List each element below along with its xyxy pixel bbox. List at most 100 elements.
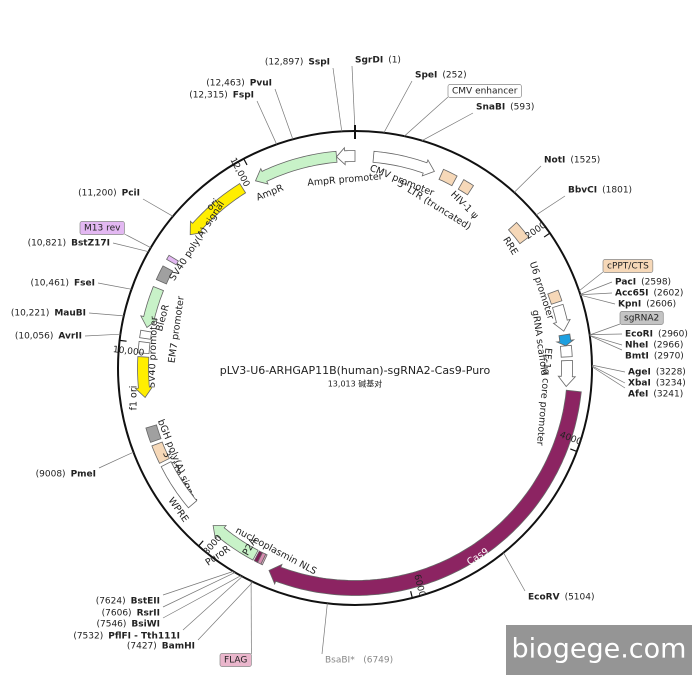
leader-line <box>124 233 151 249</box>
feature-shape <box>335 146 356 166</box>
leader-line <box>580 294 616 305</box>
leader-line <box>98 451 134 469</box>
enzyme-name: Acc65I <box>615 289 649 299</box>
enzyme-position: (7624) <box>96 597 126 607</box>
enzyme-position: (6749) <box>363 656 393 666</box>
enzyme-position: (2966) <box>653 341 683 351</box>
enzyme-position: (7606) <box>102 609 132 619</box>
leader-line <box>580 292 613 296</box>
enzyme-name: EcoRI <box>625 330 653 340</box>
enzyme-name: AfeI <box>628 390 648 400</box>
leader-line <box>580 281 613 295</box>
leader-line <box>97 282 132 290</box>
enzyme-name: MauBI <box>54 309 86 319</box>
enzyme-name: BsaBI* <box>325 656 355 666</box>
feature-shape <box>139 329 153 340</box>
feature-label: f1 ori <box>129 386 140 411</box>
leader-line <box>256 100 277 145</box>
enzyme-name: SnaBI <box>476 103 505 113</box>
leader-line <box>142 198 174 217</box>
enzyme-position: (252) <box>442 71 466 81</box>
enzyme-name: BstEII <box>131 597 160 607</box>
enzyme-position: (10,221) <box>11 309 50 319</box>
leader-line <box>503 552 526 592</box>
leader-line <box>513 165 542 193</box>
enzyme-position: (7427) <box>127 642 157 652</box>
enzyme-name: SpeI <box>415 71 437 81</box>
enzyme-position: (2606) <box>646 300 676 310</box>
enzyme-position: (12,315) <box>189 91 228 101</box>
feature-shape <box>268 389 582 596</box>
enzyme-position: (9008) <box>36 470 66 480</box>
enzyme-name: PciI <box>122 189 140 199</box>
leader-line <box>591 366 626 389</box>
enzyme-position: (2960) <box>658 330 688 340</box>
label-box <box>619 311 664 325</box>
enzyme-position: (3241) <box>653 390 683 400</box>
feature-shape <box>254 150 338 185</box>
leader-line <box>535 195 566 216</box>
enzyme-name: BsiWI <box>131 620 160 630</box>
leader-line <box>383 80 413 133</box>
enzyme-position: (1801) <box>602 186 632 196</box>
enzyme-name: PvuI <box>250 79 272 89</box>
scale-label: 2000 <box>524 220 549 241</box>
enzyme-position: (1) <box>388 56 401 66</box>
enzyme-position: (11,200) <box>78 189 117 199</box>
boxed-label: sgRNA2 <box>624 314 659 324</box>
leader-line <box>589 323 621 336</box>
enzyme-name: BamHI <box>162 642 195 652</box>
enzyme-position: (5104) <box>565 593 595 603</box>
scale-tick <box>243 158 248 166</box>
leader-line <box>321 603 328 655</box>
leader-line <box>591 365 626 384</box>
enzyme-position: (2598) <box>641 278 671 288</box>
feature-shape <box>212 525 259 561</box>
feature-shape <box>145 424 162 443</box>
leader-line <box>589 335 623 346</box>
label-box <box>602 259 654 273</box>
enzyme-position: (10,056) <box>15 332 54 342</box>
enzyme-name: BstZ17I <box>71 239 110 249</box>
enzyme-name: EcoRV <box>528 593 560 603</box>
enzyme-name: KpnI <box>618 300 641 310</box>
feature-shape <box>557 359 577 388</box>
map-title: pLV3-U6-ARHGAP11B(human)-sgRNA2-Cas9-Pur… <box>220 364 491 377</box>
watermark: biogege.com <box>512 634 687 665</box>
scale-label: 10,000 <box>112 345 145 359</box>
leader-line <box>351 65 356 132</box>
feature-shape <box>457 179 475 196</box>
enzyme-name: FspI <box>233 91 254 101</box>
feature-shape <box>140 285 165 329</box>
enzyme-name: BbvCI <box>568 186 597 196</box>
enzyme-position: (10,461) <box>31 279 70 289</box>
boxed-label: M13 rev <box>84 224 121 234</box>
scale-tick <box>570 448 578 452</box>
enzyme-name: PmeI <box>71 470 96 480</box>
scale-tick <box>543 232 551 238</box>
watermark-box <box>506 625 692 675</box>
feature-shape <box>438 168 458 187</box>
enzyme-name: SgrDI <box>355 56 383 66</box>
enzyme-position: (1525) <box>570 156 600 166</box>
leader-line <box>112 242 149 252</box>
enzyme-position: (10,821) <box>28 239 67 249</box>
scale-tick <box>410 591 413 599</box>
leader-line <box>88 312 124 317</box>
enzyme-position: (3228) <box>656 368 686 378</box>
enzyme-name: RsrII <box>137 609 160 619</box>
enzyme-name: PflFI - Tth111I <box>108 632 180 642</box>
feature-shape <box>547 289 563 305</box>
feature-shape <box>137 341 151 355</box>
leader-line <box>332 67 343 132</box>
enzyme-position: (593) <box>510 103 534 113</box>
enzyme-name: NotI <box>544 156 565 166</box>
map-subtitle: 13,013 碱基对 <box>328 379 383 389</box>
feature-shape <box>151 441 170 464</box>
enzyme-position: (3234) <box>656 379 686 389</box>
leader-line <box>197 581 254 641</box>
leader-line <box>84 333 121 337</box>
enzyme-name: PacI <box>615 278 636 288</box>
enzyme-name: NheI <box>625 341 648 351</box>
leader-line <box>404 96 449 137</box>
